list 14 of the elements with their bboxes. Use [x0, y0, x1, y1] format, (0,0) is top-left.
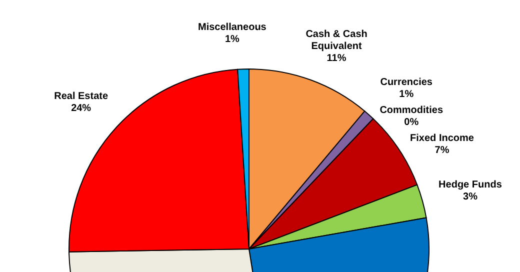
slice-label: Currencies	[380, 76, 433, 88]
data-label: 3%	[463, 192, 478, 203]
slice-label: Miscellaneous	[198, 22, 267, 34]
text: 0%	[404, 116, 419, 128]
slice-label: Fixed Income	[410, 132, 474, 144]
data-label: 7%	[434, 144, 450, 156]
slice-label: Cash & Cash Equivalent	[306, 28, 368, 52]
data-label: 11%	[326, 52, 346, 64]
slice-label: Hedge Funds	[438, 180, 502, 191]
data-label: 24%	[71, 103, 92, 114]
data-label: 1%	[399, 88, 414, 100]
data-label: 1%	[224, 34, 240, 46]
category-label: Commodities	[380, 104, 444, 116]
slice-label: Real Estate	[54, 91, 108, 102]
